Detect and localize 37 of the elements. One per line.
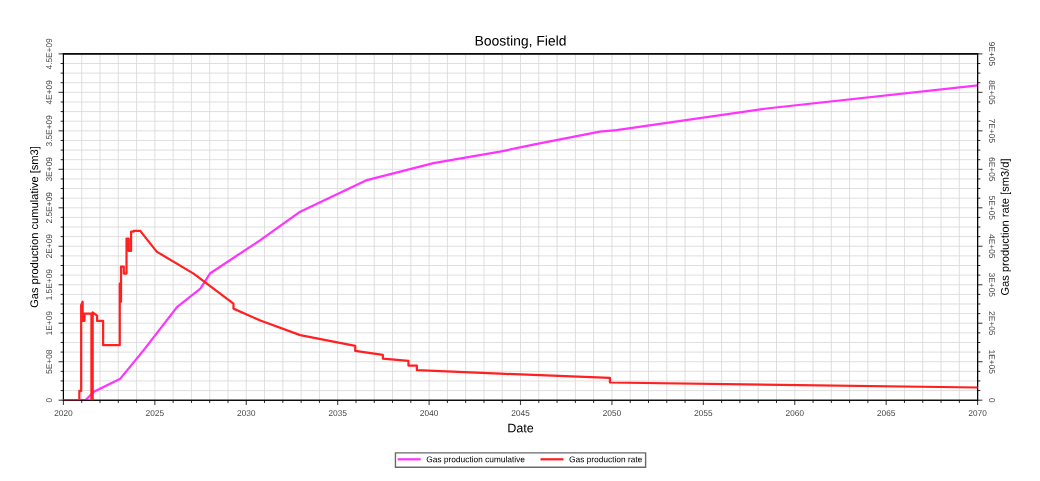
y-tick-label: 4.5E+09 <box>46 38 53 70</box>
x-tick-label: 2050 <box>603 410 621 417</box>
y-axis-title: Gas production cumulative [sm3] <box>30 146 41 308</box>
y-tick-label: 3.5E+09 <box>46 115 53 147</box>
x-tick-label: 2025 <box>146 410 164 417</box>
y-tick-label: 2E+09 <box>46 234 53 259</box>
y2-tick-label: 5E+05 <box>988 195 995 220</box>
y2-axis-title: Gas production rate [sm3/d] <box>1000 159 1011 296</box>
x-axis-title: Date <box>508 423 534 433</box>
y-tick-label: 3E+09 <box>46 157 53 182</box>
x-tick-label: 2055 <box>694 410 713 417</box>
y-tick-label: 1E+09 <box>46 311 53 335</box>
x-tick-label: 2030 <box>237 410 256 417</box>
y-tick-label: 0 <box>46 398 53 403</box>
y2-tick-label: 9E+05 <box>988 42 995 66</box>
y2-tick-label: 3E+05 <box>988 272 995 297</box>
chart-title: Boosting, Field <box>475 35 566 49</box>
y2-tick-label: 7E+05 <box>988 119 995 143</box>
y-tick-label: 2.5E+09 <box>46 192 53 224</box>
legend-label: Gas production cumulative <box>426 456 525 464</box>
x-tick-label: 2020 <box>54 410 73 417</box>
legend-label: Gas production rate <box>569 456 642 464</box>
y-tick-label: 4E+09 <box>46 80 53 105</box>
y2-tick-label: 0 <box>988 398 995 403</box>
x-tick-label: 2035 <box>328 410 347 417</box>
y2-tick-label: 4E+05 <box>988 234 995 259</box>
y-tick-label: 5E+08 <box>46 349 53 374</box>
x-tick-label: 2070 <box>968 410 987 417</box>
y2-tick-label: 2E+05 <box>988 311 995 336</box>
x-tick-label: 2065 <box>877 410 896 417</box>
x-tick-label: 2060 <box>785 410 804 417</box>
y2-tick-label: 6E+05 <box>988 157 995 182</box>
y2-tick-label: 1E+05 <box>988 350 995 374</box>
y2-tick-label: 8E+05 <box>988 80 995 105</box>
y-tick-label: 1.5E+09 <box>46 269 53 300</box>
x-tick-label: 2045 <box>511 410 530 417</box>
x-tick-label: 2040 <box>420 410 439 417</box>
